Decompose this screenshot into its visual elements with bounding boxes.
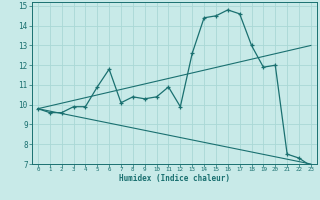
- X-axis label: Humidex (Indice chaleur): Humidex (Indice chaleur): [119, 174, 230, 183]
